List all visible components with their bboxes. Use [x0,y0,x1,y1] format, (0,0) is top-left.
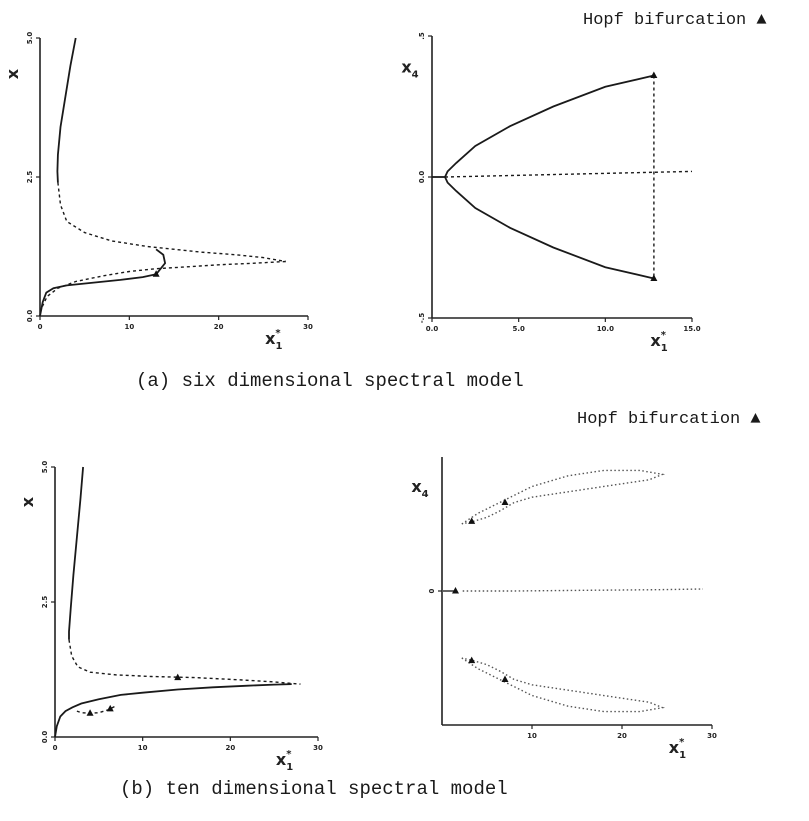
series-line-solid [444,74,655,178]
y-tick-label: -.5 [418,313,426,324]
series-line-solid [54,683,292,738]
x-axis-label: x1* [650,330,667,354]
series-line-dotted [462,588,704,592]
plot-a-left: 0 10 20 30 0.0 2.5 5.0 x1* x [3,32,313,352]
y-tick-label: 0.0 [26,310,34,323]
caption-a: (a) six dimensional spectral model [136,370,524,392]
x-tick-label: 30 [707,732,717,740]
x-tick-label: 20 [617,732,627,740]
series-line-solid [68,466,84,640]
series-line-dashed [41,260,286,308]
hopf-point-marker [86,709,94,716]
x-tick-label: 30 [303,323,313,331]
hopf-point-marker [152,270,160,277]
hopf-point-marker [468,656,476,664]
hopf-point-marker [468,517,476,524]
x-tick-label: 0 [53,744,58,752]
x-tick-label: 10 [527,732,537,740]
x-tick-label: 30 [313,744,323,752]
hopf-legend-a: Hopf bifurcation ▲ [583,11,767,30]
x-tick-label: 0.0 [426,325,439,333]
hopf-point-marker [650,71,658,78]
plot-a-right: 0.0 5.0 10.0 15.0-.50.0.5x1*x4 [401,32,700,354]
x-tick-label: 10 [138,744,148,752]
x-axis-label: x1* [265,328,282,352]
x-tick-label: 20 [214,323,224,331]
x-tick-label: 10.0 [597,325,614,333]
x-tick-label: 10 [124,323,134,331]
caption-b: (b) ten dimensional spectral model [120,778,508,800]
x-tick-label: 15.0 [683,325,700,333]
y-axis-label: x [3,68,22,79]
series-line-dotted [461,469,666,525]
hopf-point-marker [452,587,459,594]
series-line-solid [56,37,77,183]
y-axis-label: x [18,496,37,507]
series-line-solid [444,176,655,280]
x-tick-label: 20 [225,744,235,752]
series-line-dotted [461,657,666,713]
x-axis-label: x1* [276,749,293,773]
y-tick-label: .5 [418,32,426,40]
series-line-dashed [68,639,301,685]
y-tick-label: 2.5 [41,596,49,609]
hopf-point-marker [501,675,509,682]
x-axis-label: x1* [669,737,686,761]
hopf-point-marker [501,498,509,506]
y-tick-label: 5.0 [41,461,49,474]
x-tick-label: 5.0 [512,325,525,333]
hopf-point-marker [650,274,658,282]
series-line-solid [39,273,157,317]
y-tick-label: 2.5 [26,171,34,184]
series-line-solid [155,248,167,275]
series-line-dashed [57,182,286,263]
y-tick-label: 5.0 [26,32,34,45]
y-tick-label: 0.0 [418,171,426,184]
hopf-point-marker [106,704,114,712]
y-axis-label: x4 [411,477,428,500]
y-tick-label: 0 [428,588,436,593]
hopf-point-marker [174,673,182,681]
y-axis-label: x4 [401,58,418,81]
hopf-legend-b: Hopf bifurcation ▲ [577,410,761,429]
series-line-dashed [444,170,693,178]
plot-b-right: 10 20 30 0 x1* x4 [411,457,717,761]
plot-b-left: 0 10 20 30 0.0 2.5 5.0 x1* x [18,461,323,773]
x-tick-label: 0 [38,323,43,331]
y-tick-label: 0.0 [41,731,49,744]
